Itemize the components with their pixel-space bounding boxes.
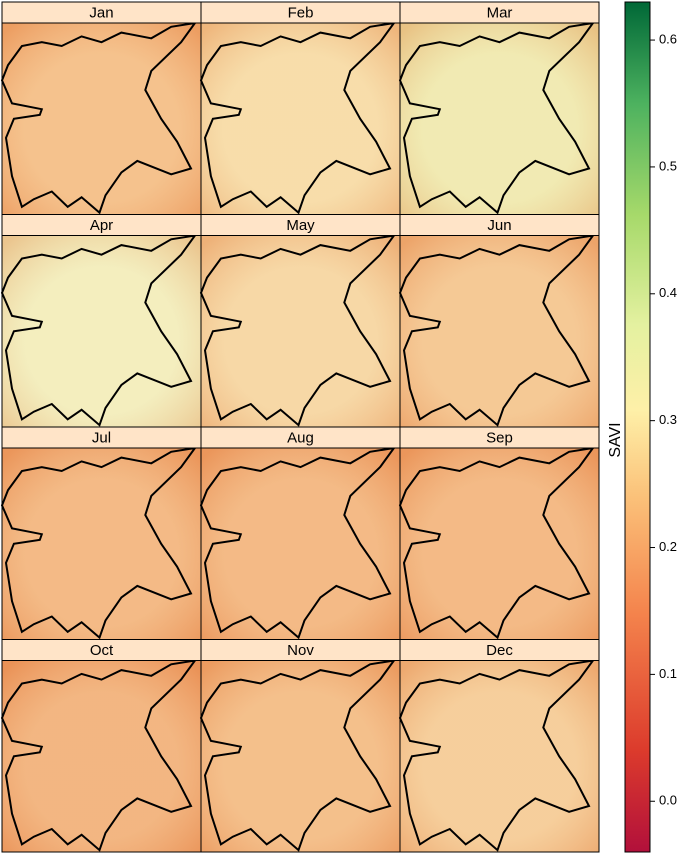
panel-title: Dec xyxy=(486,642,513,659)
colorbar-tick-label: 0.4 xyxy=(659,285,677,300)
colorbar-tick-label: 0.0 xyxy=(659,793,677,808)
region-boundary xyxy=(0,446,198,640)
panel-title: Aug xyxy=(287,429,314,446)
colorbar-tick-label: 0.1 xyxy=(659,666,677,681)
region-boundary xyxy=(0,659,198,852)
region-boundary xyxy=(398,446,596,640)
panel-title: Apr xyxy=(90,217,113,234)
colorbar-label: SAVI xyxy=(607,422,624,457)
colorbar-tick-label: 0.6 xyxy=(659,31,677,46)
region-boundary xyxy=(0,21,198,215)
panel-title: Oct xyxy=(90,642,114,659)
region-boundary xyxy=(199,21,397,215)
colorbar-tick-label: 0.2 xyxy=(659,539,677,554)
panel-title: Feb xyxy=(288,4,314,21)
region-boundary xyxy=(199,659,397,852)
colorbar-tick-label: 0.3 xyxy=(659,412,677,427)
region-boundary xyxy=(398,659,596,852)
panel-title: Nov xyxy=(287,642,314,659)
panel-title: Sep xyxy=(486,429,513,446)
region-boundary xyxy=(398,21,596,215)
panel-title: May xyxy=(286,217,315,234)
colorbar-tick-label: 0.5 xyxy=(659,158,677,173)
panel-title: Jun xyxy=(487,217,511,234)
region-boundary xyxy=(199,234,397,427)
panel-title: Mar xyxy=(487,4,513,21)
colorbar xyxy=(624,1,651,853)
panel-title: Jan xyxy=(89,4,113,21)
region-boundary xyxy=(0,234,198,427)
region-boundary xyxy=(398,234,596,427)
region-boundary xyxy=(199,446,397,640)
panel-border xyxy=(399,639,600,853)
panel-title: Jul xyxy=(92,429,111,446)
